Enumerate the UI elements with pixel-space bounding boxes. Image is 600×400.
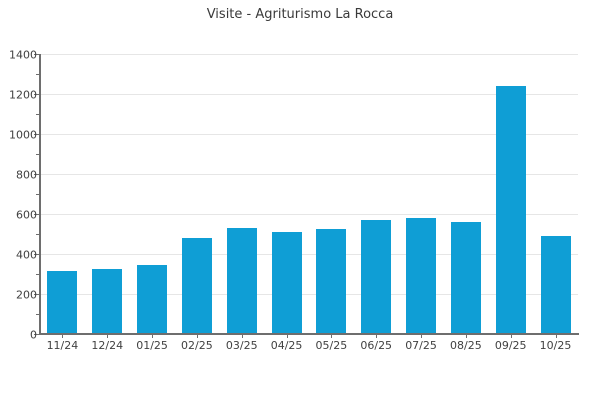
x-tick-07-25 (421, 335, 423, 338)
y-axis-label-600: 600 (16, 208, 37, 221)
bar-08-25 (450, 222, 481, 334)
bar-slot-10-25 (533, 54, 578, 334)
y-minor-tick-1300 (36, 74, 39, 75)
x-axis-label-01-25: 01/25 (136, 339, 168, 352)
bar-slot-06-25 (354, 54, 399, 334)
x-tick-01-25 (152, 335, 154, 338)
bar-slot-04-25 (264, 54, 309, 334)
bar-10-25 (540, 236, 571, 334)
gridline-1400 (40, 54, 578, 55)
x-axis-label-09-25: 09/25 (494, 339, 527, 352)
y-major-tick-1400 (34, 54, 39, 55)
y-axis-label-200: 200 (16, 288, 37, 301)
bar-slot-07-25 (399, 54, 444, 334)
y-major-tick-200 (34, 294, 39, 295)
y-major-tick-400 (34, 254, 39, 255)
bar-slot-11-24 (40, 54, 85, 334)
bar-03-25 (226, 228, 257, 334)
x-axis-tick-labels: 11/24 12/24 01/25 02/25 03/25 04/25 05/25 06/25… (40, 339, 578, 352)
x-axis-label-05-25: 05/25 (315, 339, 348, 352)
y-axis-label-1000: 1000 (9, 128, 37, 141)
plot-area (40, 54, 578, 334)
y-minor-tick-700 (36, 194, 39, 195)
x-axis-label-07-25: 07/25 (405, 339, 437, 352)
y-major-tick-1000 (34, 134, 39, 135)
x-tick-04-25 (286, 335, 288, 338)
y-minor-tick-900 (36, 154, 39, 155)
bar-slot-12-24 (85, 54, 130, 334)
y-major-tick-0 (34, 334, 39, 335)
x-tick-08-25 (465, 335, 467, 338)
x-tick-11-24 (62, 335, 64, 338)
x-axis-label-08-25: 08/25 (450, 339, 482, 352)
bar-slot-01-25 (130, 54, 175, 334)
bar-slot-08-25 (443, 54, 488, 334)
bar-12-24 (92, 269, 123, 334)
x-tick-02-25 (196, 335, 198, 338)
bar-slot-09-25 (488, 54, 533, 334)
x-axis-label-11-24: 11/24 (46, 339, 79, 352)
x-tick-09-25 (510, 335, 512, 338)
y-minor-tick-1100 (36, 114, 39, 115)
gridline-1000 (40, 134, 578, 135)
bars-container (40, 54, 578, 334)
bar-06-25 (361, 220, 392, 334)
y-axis-line (39, 54, 41, 335)
gridline-200 (40, 294, 578, 296)
gridline-1200 (40, 94, 578, 95)
bar-09-25 (495, 86, 526, 334)
x-axis-label-03-25: 03/25 (225, 339, 258, 352)
x-tick-10-25 (555, 335, 557, 338)
y-minor-tick-300 (36, 274, 39, 275)
x-axis-label-10-25: 10/25 (539, 339, 572, 352)
y-axis-label-800: 800 (16, 168, 37, 181)
bar-01-25 (137, 265, 168, 334)
bar-slot-05-25 (309, 54, 354, 334)
x-tick-12-24 (107, 335, 109, 338)
y-major-tick-1200 (34, 94, 39, 95)
bar-02-25 (181, 238, 212, 334)
gridline-800 (40, 174, 578, 176)
bar-11-24 (47, 271, 78, 334)
x-axis-label-04-25: 04/25 (270, 339, 303, 352)
gridline-400 (40, 254, 578, 256)
chart-title: Visite - Agriturismo La Rocca (206, 7, 394, 22)
x-axis-label-06-25: 06/25 (360, 339, 393, 352)
bar-04-25 (271, 232, 302, 334)
y-axis-label-400: 400 (16, 248, 37, 261)
x-tick-06-25 (376, 335, 378, 338)
x-tick-03-25 (241, 335, 243, 338)
y-major-tick-800 (34, 174, 39, 175)
y-axis-label-1200: 1200 (9, 88, 37, 101)
y-axis-label-1400: 1400 (9, 48, 37, 61)
bar-05-25 (316, 229, 347, 334)
x-axis-label-02-25: 02/25 (181, 339, 213, 352)
y-minor-tick-500 (36, 234, 39, 235)
y-axis-label-0: 0 (30, 328, 37, 341)
x-axis-label-12-24: 12/24 (91, 339, 124, 352)
y-minor-tick-100 (36, 314, 39, 315)
bar-07-25 (406, 218, 437, 334)
x-tick-05-25 (331, 335, 333, 338)
bar-slot-02-25 (174, 54, 219, 334)
y-major-tick-600 (34, 214, 39, 215)
gridline-600 (40, 214, 578, 215)
x-axis-line (40, 333, 579, 335)
bar-slot-03-25 (219, 54, 264, 334)
